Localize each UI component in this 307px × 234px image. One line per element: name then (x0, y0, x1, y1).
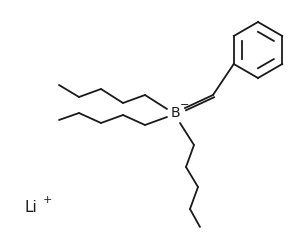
Text: +: + (43, 195, 52, 205)
Text: −: − (180, 100, 190, 110)
Text: B: B (170, 106, 180, 120)
Text: Li: Li (25, 201, 38, 216)
